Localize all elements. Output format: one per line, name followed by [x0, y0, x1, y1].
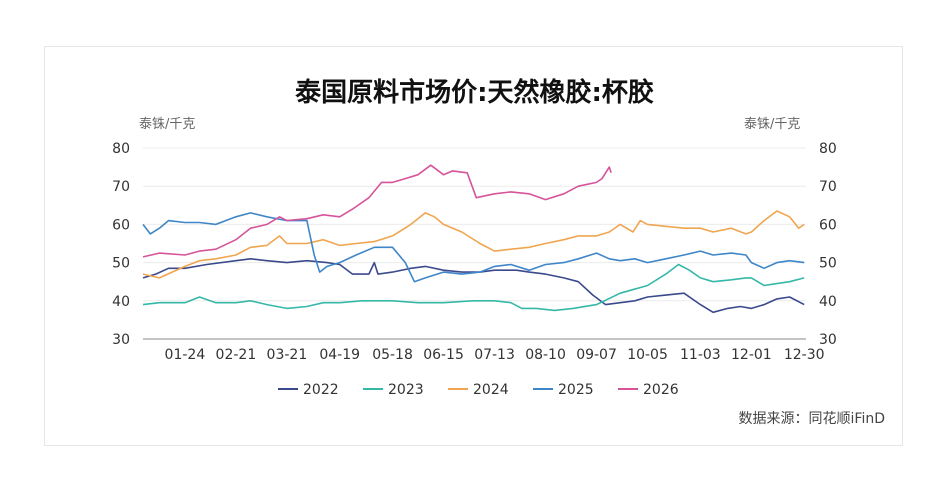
x-tick-label: 12-30 [784, 347, 825, 363]
x-tick-label: 04-19 [319, 347, 360, 363]
y-tick-label-left: 50 [112, 256, 130, 272]
legend-label-2025: 2025 [558, 382, 594, 398]
x-tick-label: 07-13 [474, 347, 515, 363]
y-tick-label-left: 80 [112, 141, 130, 157]
x-tick-label: 12-01 [731, 347, 772, 363]
y-tick-label-right: 80 [819, 141, 837, 157]
y-tick-label-left: 40 [112, 294, 130, 310]
y-tick-label-right: 50 [819, 256, 837, 272]
legend-label-2022: 2022 [303, 382, 339, 398]
series-line-2022 [142, 258, 805, 314]
left-axis-unit: 泰铢/千克 [139, 117, 196, 132]
chart-title: 泰国原料市场价:天然橡胶:杯胶 [295, 78, 654, 108]
series-line-2026 [142, 164, 612, 258]
y-tick-label-left: 70 [112, 179, 130, 195]
legend-label-2024: 2024 [473, 382, 509, 398]
x-tick-label: 05-18 [372, 347, 413, 363]
y-tick-label-left: 60 [112, 217, 130, 233]
x-tick-label: 09-07 [576, 347, 617, 363]
y-tick-label-right: 30 [819, 332, 837, 348]
x-tick-label: 10-05 [627, 347, 668, 363]
x-tick-label: 02-21 [216, 347, 257, 363]
y-tick-label-right: 40 [819, 294, 837, 310]
x-tick-label: 08-10 [525, 347, 566, 363]
chart-card [44, 46, 903, 446]
x-tick-label: 06-15 [423, 347, 464, 363]
data-source: 数据来源：同花顺iFinD [738, 411, 885, 427]
legend-label-2023: 2023 [388, 382, 424, 398]
x-tick-label: 11-03 [680, 347, 721, 363]
legend-label-2026: 2026 [643, 382, 679, 398]
x-tick-label: 03-21 [267, 347, 308, 363]
y-tick-label-right: 70 [819, 179, 837, 195]
right-axis-unit: 泰铢/千克 [744, 117, 801, 132]
series-line-2023 [142, 263, 805, 312]
y-tick-label-left: 30 [112, 332, 130, 348]
x-tick-label: 01-24 [165, 347, 206, 363]
y-tick-label-right: 60 [819, 217, 837, 233]
series-line-2025 [142, 212, 805, 283]
series-line-2024 [142, 210, 805, 279]
